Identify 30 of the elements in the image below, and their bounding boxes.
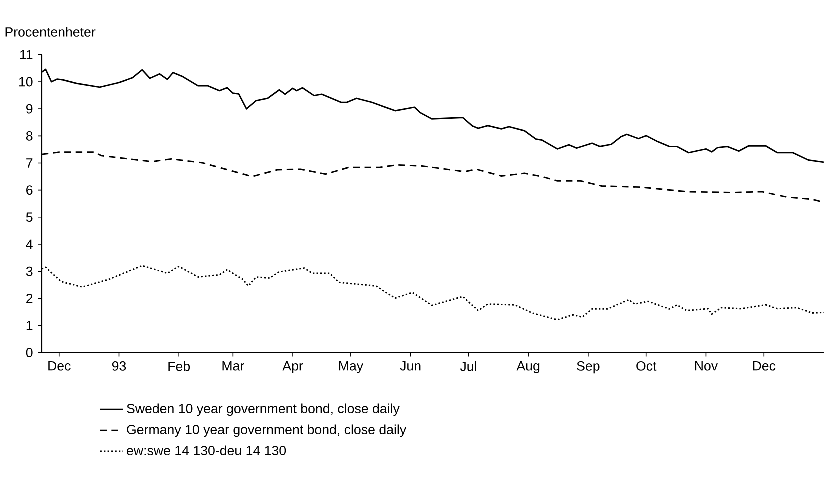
- x-tick-label: May: [339, 361, 364, 374]
- y-tick-label: 0: [26, 348, 33, 358]
- y-tick-label: 9: [26, 104, 33, 114]
- x-tick-label: Oct: [636, 362, 657, 371]
- y-tick-label: 5: [26, 212, 33, 222]
- x-tick-label: Apr: [282, 361, 304, 374]
- legend-label: Germany 10 year government bond, close daily: [127, 424, 407, 438]
- y-tick-label: 3: [26, 266, 33, 276]
- x-tick-label: Mar: [222, 361, 244, 371]
- x-tick-label: Sep: [577, 362, 600, 374]
- y-tick-label: 8: [26, 131, 33, 141]
- y-tick-label: 10: [19, 77, 33, 87]
- y-axis-title: Procentenheter: [6, 27, 96, 37]
- x-tick-label: Jul: [460, 362, 476, 372]
- legend-label: Sweden 10 year government bond, close daily: [127, 404, 400, 416]
- legend-label: ew:swe 14 130-deu 14 130: [127, 446, 286, 456]
- y-tick-label: 11: [20, 50, 33, 60]
- y-tick-label: 2: [26, 294, 33, 304]
- y-tick-label: 6: [26, 186, 33, 196]
- x-tick-label: Dec: [48, 361, 71, 371]
- y-tick-label: 7: [26, 158, 33, 168]
- line-series: [42, 265, 824, 321]
- y-tick-label: 1: [26, 321, 33, 330]
- x-tick-label: Nov: [695, 361, 718, 371]
- x-tick-label: Aug: [516, 361, 540, 374]
- x-tick-label: Dec: [753, 361, 776, 371]
- x-tick-label: 93: [112, 362, 126, 371]
- x-tick-label: Jun: [400, 361, 421, 371]
- x-tick-label: Feb: [168, 362, 190, 372]
- y-tick-label: 4: [26, 240, 33, 250]
